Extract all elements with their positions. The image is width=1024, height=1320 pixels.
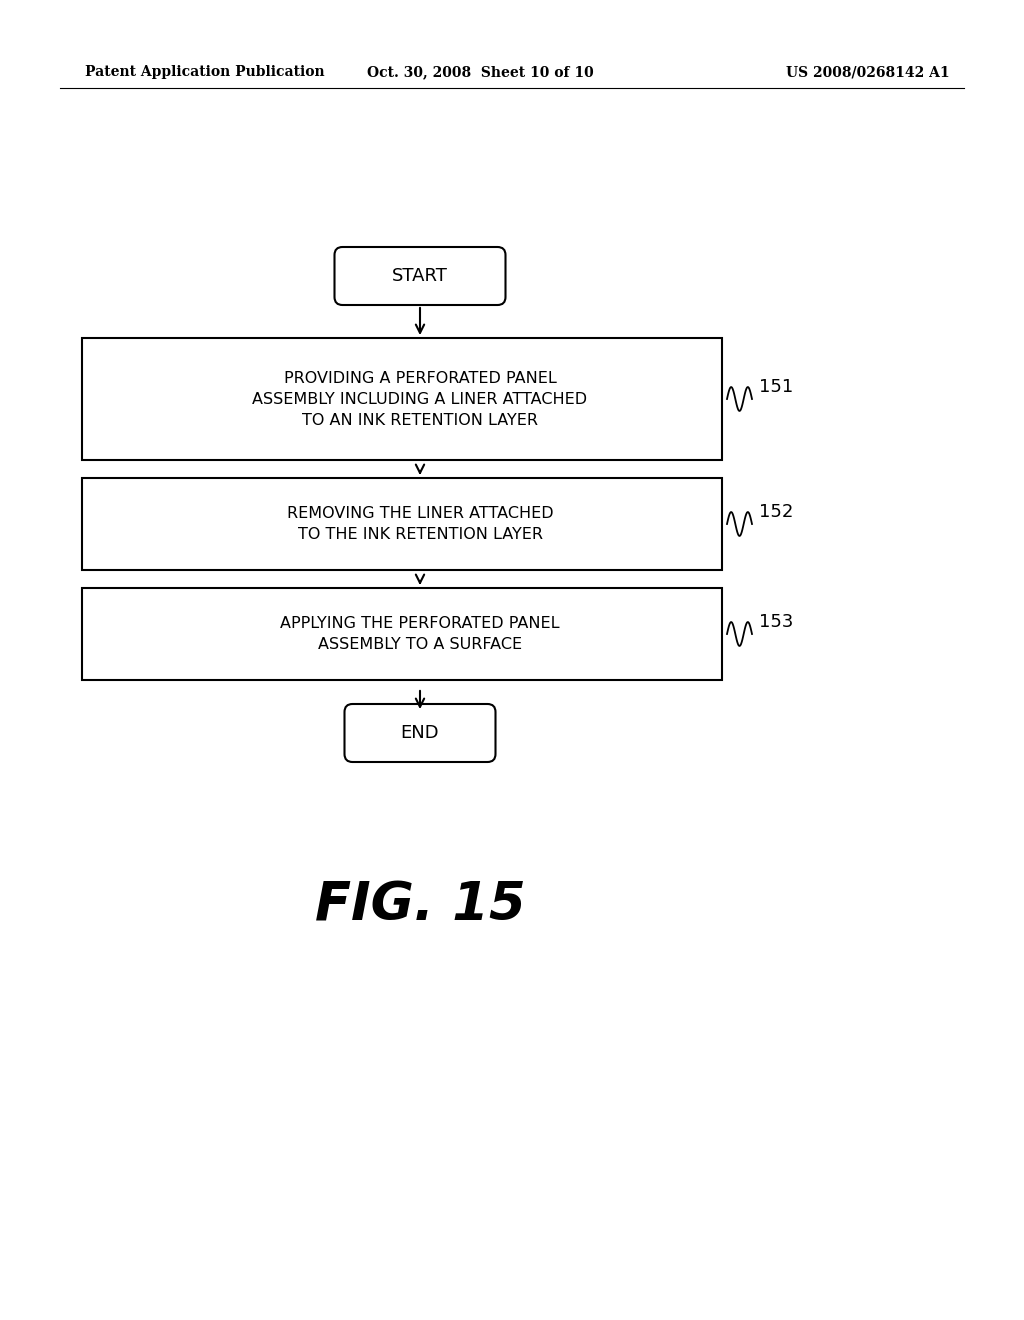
- Text: 153: 153: [759, 612, 794, 631]
- Text: 152: 152: [759, 503, 794, 521]
- Text: APPLYING THE PERFORATED PANEL
ASSEMBLY TO A SURFACE: APPLYING THE PERFORATED PANEL ASSEMBLY T…: [281, 616, 560, 652]
- Text: 151: 151: [759, 378, 794, 396]
- Text: REMOVING THE LINER ATTACHED
TO THE INK RETENTION LAYER: REMOVING THE LINER ATTACHED TO THE INK R…: [287, 506, 553, 543]
- Text: START: START: [392, 267, 447, 285]
- FancyBboxPatch shape: [335, 247, 506, 305]
- Bar: [82, 587, 722, 680]
- Bar: [82, 338, 722, 459]
- Text: Patent Application Publication: Patent Application Publication: [85, 65, 325, 79]
- Text: FIG. 15: FIG. 15: [314, 879, 525, 931]
- Text: Oct. 30, 2008  Sheet 10 of 10: Oct. 30, 2008 Sheet 10 of 10: [367, 65, 593, 79]
- Text: US 2008/0268142 A1: US 2008/0268142 A1: [786, 65, 950, 79]
- Text: END: END: [400, 723, 439, 742]
- Bar: [82, 478, 722, 570]
- Text: PROVIDING A PERFORATED PANEL
ASSEMBLY INCLUDING A LINER ATTACHED
TO AN INK RETEN: PROVIDING A PERFORATED PANEL ASSEMBLY IN…: [253, 371, 588, 428]
- FancyBboxPatch shape: [344, 704, 496, 762]
